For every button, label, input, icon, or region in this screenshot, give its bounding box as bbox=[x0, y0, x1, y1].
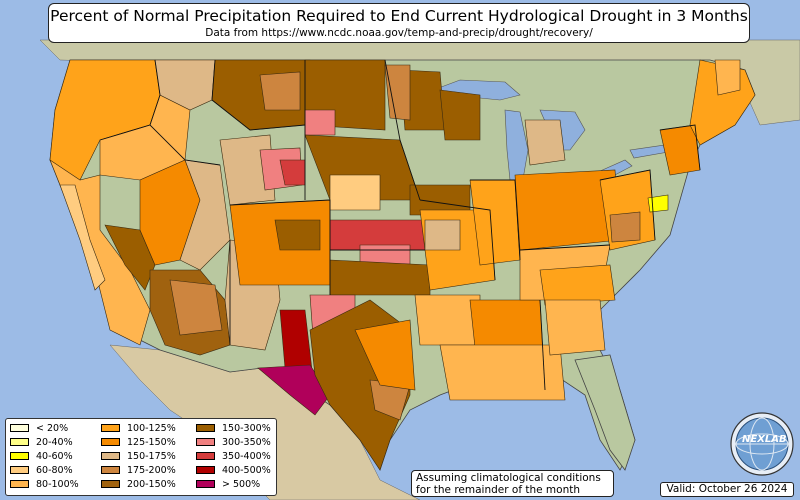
legend-swatch bbox=[101, 438, 120, 446]
legend-item: < 20% bbox=[10, 422, 68, 434]
region-montana-copper bbox=[259, 71, 301, 111]
legend-label: 80-100% bbox=[36, 478, 79, 490]
legend-item: 60-80% bbox=[10, 464, 73, 476]
region-colorado-brown bbox=[274, 219, 321, 251]
legend-label: 150-175% bbox=[127, 450, 176, 462]
legend-label: 20-40% bbox=[36, 436, 73, 448]
title-box: Percent of Normal Precipitation Required… bbox=[48, 3, 750, 43]
legend-swatch bbox=[196, 424, 215, 432]
legend-label: > 500% bbox=[222, 478, 261, 490]
legend-label: 400-500% bbox=[222, 464, 271, 476]
legend-label: 350-400% bbox=[222, 450, 271, 462]
legend-label: 150-300% bbox=[222, 422, 271, 434]
state-borders bbox=[99, 59, 701, 391]
nexlab-logo: NEXLAB bbox=[730, 412, 794, 476]
legend-item: 350-400% bbox=[196, 450, 271, 462]
legend-item: 300-350% bbox=[196, 436, 271, 448]
note-line-2: for the remainder of the month bbox=[416, 484, 581, 496]
assumption-note: Assuming climatological conditions for t… bbox=[411, 470, 614, 497]
legend-label: 125-150% bbox=[127, 436, 176, 448]
legend-item: 150-300% bbox=[196, 422, 271, 434]
region-missouri-tan bbox=[424, 219, 461, 251]
legend-label: 175-200% bbox=[127, 464, 176, 476]
region-maine-light bbox=[714, 59, 741, 96]
region-gulf-light bbox=[439, 344, 566, 401]
legend-swatch bbox=[196, 438, 215, 446]
legend-swatch bbox=[101, 466, 120, 474]
region-nebraska-light bbox=[329, 174, 381, 211]
map-subtitle: Data from https://www.ncdc.noaa.gov/temp… bbox=[205, 27, 593, 39]
region-georgia-light bbox=[544, 299, 606, 356]
legend-label: 60-80% bbox=[36, 464, 73, 476]
legend-label: 40-60% bbox=[36, 450, 73, 462]
map-title: Percent of Normal Precipitation Required… bbox=[50, 7, 748, 25]
region-south-dakota-pink bbox=[304, 109, 336, 136]
region-east-texas-orange bbox=[354, 319, 416, 391]
legend-item: 20-40% bbox=[10, 436, 73, 448]
legend-swatch bbox=[10, 438, 29, 446]
legend-item: 100-125% bbox=[101, 422, 176, 434]
legend-label: 300-350% bbox=[222, 436, 271, 448]
legend-swatch bbox=[101, 424, 120, 432]
legend-item: 175-200% bbox=[101, 464, 176, 476]
legend-item: 400-500% bbox=[196, 464, 271, 476]
legend-item: 150-175% bbox=[101, 450, 176, 462]
nexlab-logo-text: NEXLAB bbox=[742, 434, 787, 445]
note-line-1: Assuming climatological conditions bbox=[416, 472, 601, 484]
region-wv-copper bbox=[609, 211, 641, 243]
legend-swatch bbox=[10, 480, 29, 488]
legend-swatch bbox=[101, 480, 120, 488]
legend-item: 200-150% bbox=[101, 478, 176, 490]
legend-item: 40-60% bbox=[10, 450, 73, 462]
legend-label: 200-150% bbox=[127, 478, 176, 490]
region-arizona-copper bbox=[169, 279, 223, 336]
legend-swatch bbox=[10, 452, 29, 460]
legend-swatch bbox=[196, 466, 215, 474]
nexlab-globe-logo bbox=[730, 412, 794, 476]
region-maryland-yellow bbox=[647, 194, 669, 213]
legend-item: 80-100% bbox=[10, 478, 79, 490]
legend-swatch bbox=[196, 480, 215, 488]
region-tennessee-orange bbox=[539, 264, 616, 306]
legend-swatch bbox=[10, 424, 29, 432]
legend-item: > 500% bbox=[196, 478, 260, 490]
region-minnesota-copper bbox=[384, 64, 411, 121]
legend-swatch bbox=[101, 452, 120, 460]
region-oklahoma-brown bbox=[329, 259, 431, 296]
region-wisconsin-brown bbox=[439, 89, 481, 141]
legend: < 20% 20-40% 40-60% 60-80% 80-100% 100-1… bbox=[5, 418, 277, 496]
region-big-bend-magenta bbox=[257, 364, 331, 416]
legend-swatch bbox=[10, 466, 29, 474]
region-california-peach bbox=[59, 184, 106, 291]
legend-item: 125-150% bbox=[101, 436, 176, 448]
legend-label: < 20% bbox=[36, 422, 69, 434]
legend-swatch bbox=[196, 452, 215, 460]
valid-date: Valid: October 26 2024 bbox=[660, 482, 794, 497]
legend-label: 100-125% bbox=[127, 422, 176, 434]
drought-regions bbox=[49, 59, 756, 471]
region-michigan-tan bbox=[524, 119, 566, 166]
florida-land bbox=[574, 354, 636, 471]
